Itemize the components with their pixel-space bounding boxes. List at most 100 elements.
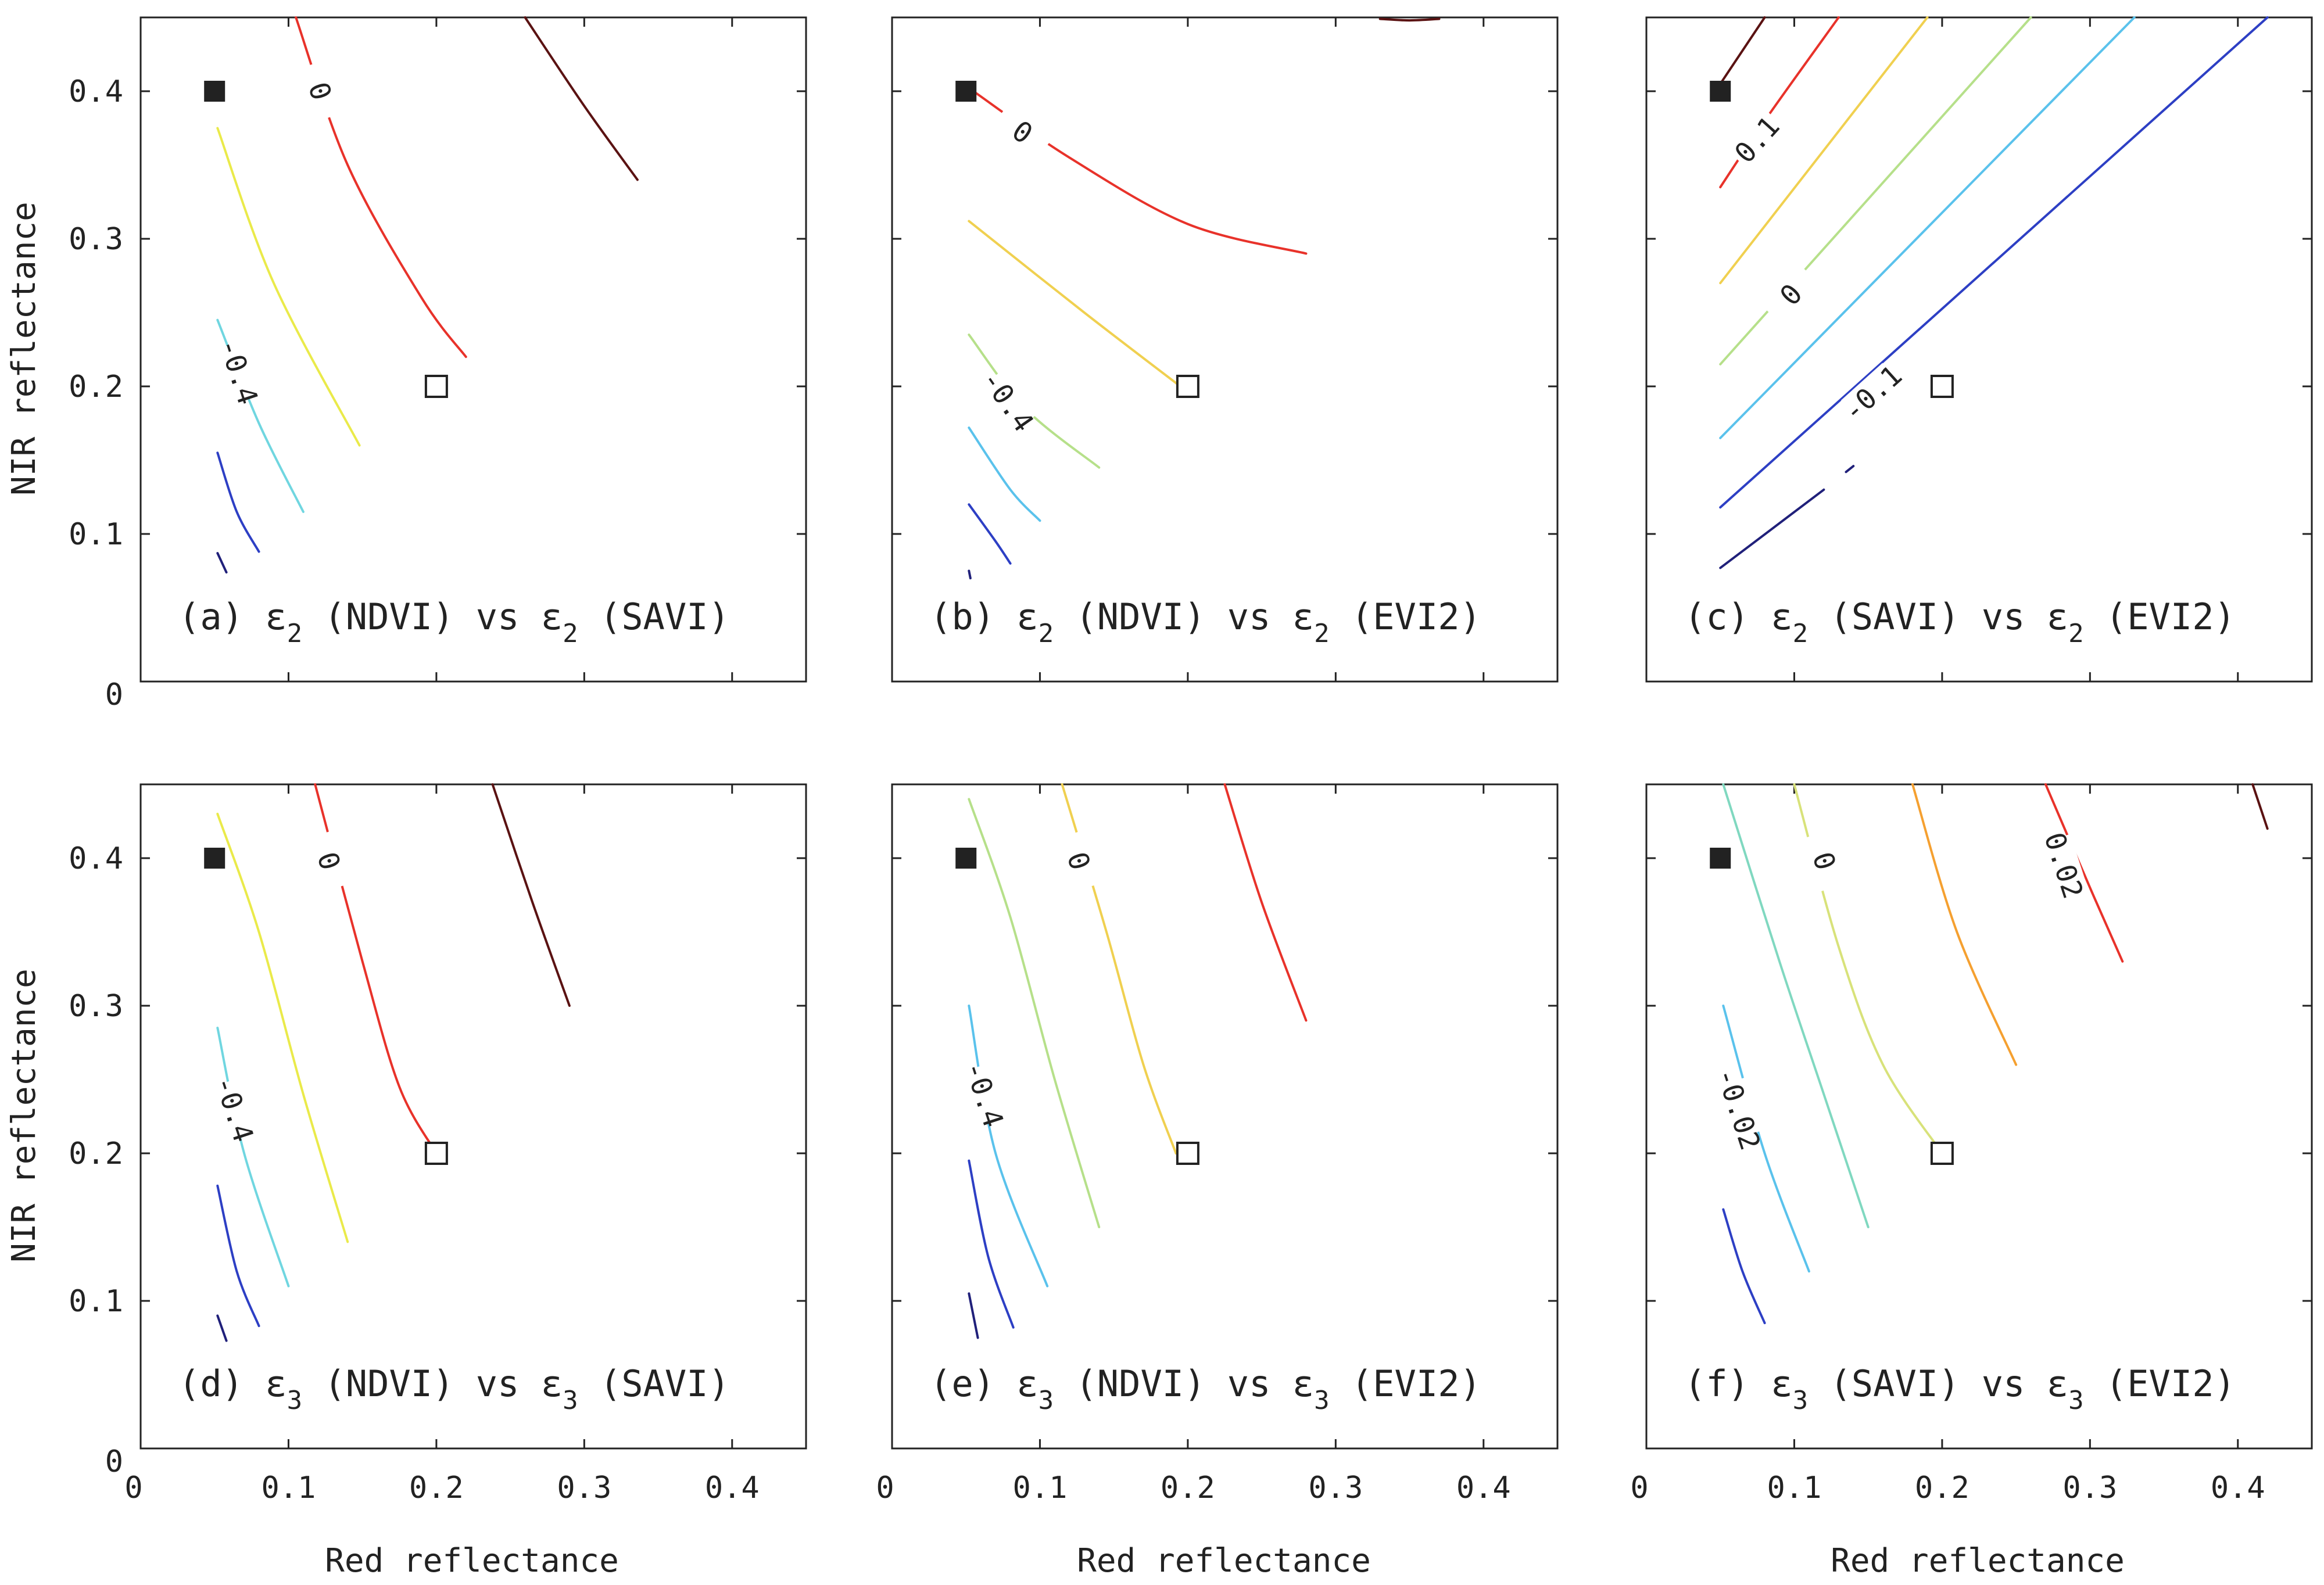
y-tick-label: 0 <box>105 677 123 712</box>
contour-line <box>1719 16 1766 85</box>
caption-sub1: 3 <box>287 1386 303 1415</box>
panel-frame <box>1645 783 2313 1450</box>
contour-line <box>216 1314 228 1342</box>
contour-label-bg <box>1840 363 1904 425</box>
contour-label-bg <box>1760 263 1822 327</box>
x-tick-label: 0 <box>1630 1471 1648 1505</box>
caption-eps1: ε <box>995 596 1039 638</box>
y-tick-label: 0.3 <box>69 989 123 1024</box>
contour-label-bg <box>1799 829 1848 893</box>
caption-sub2: 2 <box>563 619 578 648</box>
caption-suffix: (EVI2) <box>1330 596 1481 638</box>
contour-label-bg <box>209 1077 258 1141</box>
contour-line <box>1722 783 1870 1228</box>
filled-square-marker <box>1710 81 1731 102</box>
caption-sub1: 2 <box>1039 619 1054 648</box>
contour-label-bg <box>1726 108 1788 172</box>
x-axis-label-left: Red reflectance <box>325 1542 619 1580</box>
open-square-marker <box>1930 375 1954 398</box>
contour-line <box>216 1184 260 1328</box>
panel-caption: (c) ε2 (SAVI) vs ε2 (EVI2) <box>1684 596 2236 648</box>
x-tick-label: 0.2 <box>1161 1471 1215 1505</box>
contour-label: -0.4 <box>975 364 1040 438</box>
x-tick-label: 0.4 <box>1456 1471 1511 1505</box>
caption-mid: (NDVI) vs <box>1054 1362 1270 1405</box>
filled-square-marker <box>204 81 225 102</box>
x-tick-label: 0.1 <box>261 1471 316 1505</box>
contour-line <box>216 552 228 574</box>
y-axis-label-bottom: NIR reflectance <box>5 969 43 1263</box>
panel-f: 0 0.1 0.2 0.3 0.40.020-0.02(f) ε3 (SAVI) vs … <box>1630 783 2313 1505</box>
panel-caption: (e) ε3 (NDVI) vs ε3 (EVI2) <box>930 1362 1481 1415</box>
open-square-marker <box>424 375 448 398</box>
panel-e: 0 0.1 0.2 0.3 0.40-0.4(e) ε3 (NDVI) vs ε3 (E… <box>876 783 1559 1505</box>
filled-square-marker <box>955 848 977 869</box>
caption-eps2: ε <box>519 1362 563 1405</box>
caption-eps2: ε <box>2025 596 2068 638</box>
x-tick-label: 0.3 <box>1308 1471 1363 1505</box>
y-axis-label-top: NIR reflectance <box>5 202 43 496</box>
panel-c: 0.10-0.1(c) ε2 (SAVI) vs ε2 (EVI2) <box>1645 16 2313 683</box>
panel-caption: (d) ε3 (NDVI) vs ε3 (SAVI) <box>178 1362 730 1415</box>
open-square-marker <box>424 1142 448 1165</box>
open-square-marker <box>1930 1142 1954 1165</box>
open-square-marker <box>1176 1142 1199 1165</box>
contour-line <box>491 783 571 1007</box>
contour-line <box>968 503 1012 565</box>
x-tick-label: 0.3 <box>2062 1471 2117 1505</box>
contour-line <box>216 127 361 447</box>
contour-line <box>216 1027 290 1288</box>
caption-eps1: ε <box>243 1362 287 1405</box>
contour-line <box>1378 17 1441 22</box>
caption-sub2: 3 <box>1314 1386 1330 1415</box>
caption-prefix: (d) <box>178 1362 243 1405</box>
contour-line <box>968 426 1041 522</box>
caption-sub2: 3 <box>563 1386 578 1415</box>
x-tick-label: 0.2 <box>409 1471 464 1505</box>
contour-line <box>2251 783 2269 830</box>
caption-mid: (NDVI) vs <box>1054 596 1270 638</box>
contour-label-bg <box>1714 1077 1763 1141</box>
caption-prefix: (c) <box>1684 596 1749 638</box>
contour-line <box>968 569 972 580</box>
caption-suffix: (EVI2) <box>2084 596 2236 638</box>
contour-line <box>1845 465 1855 474</box>
contour-label-bg <box>990 103 1055 162</box>
caption-eps2: ε <box>519 596 563 638</box>
x-tick-label: 0.3 <box>557 1471 611 1505</box>
caption-sub1: 2 <box>287 619 303 648</box>
x-tick-label: 0.4 <box>2211 1471 2265 1505</box>
x-tick-label: 0.1 <box>1767 1471 1821 1505</box>
y-tick-label: 0.3 <box>69 222 123 257</box>
contour-line <box>216 318 305 513</box>
panel-frame <box>139 783 807 1450</box>
panel-frame <box>891 16 1559 683</box>
contour-label-bg <box>304 829 353 893</box>
contour-line <box>968 1005 1049 1288</box>
panels-group: 00.10.20.30.4 0-0.4(a) ε2 (NDVI) vs ε2 (S… <box>69 16 2313 1505</box>
caption-mid: (NDVI) vs <box>302 596 519 638</box>
panel-a: 00.10.20.30.4 0-0.4(a) ε2 (NDVI) vs ε2 (S… <box>69 16 807 712</box>
caption-mid: (NDVI) vs <box>302 1362 519 1405</box>
y-tick-label: 0 <box>105 1444 123 1479</box>
contour-line <box>1911 783 2018 1066</box>
contour-line <box>1719 16 2136 439</box>
caption-sub2: 3 <box>2068 1386 2084 1415</box>
caption-eps1: ε <box>1749 596 1793 638</box>
panel-frame <box>139 16 807 683</box>
caption-suffix: (SAVI) <box>578 596 730 638</box>
contour-line <box>1719 16 2032 365</box>
caption-prefix: (e) <box>930 1362 995 1405</box>
contour-line <box>216 451 260 553</box>
contour-label-bg <box>214 340 263 403</box>
caption-eps1: ε <box>1749 1362 1793 1405</box>
contour-line <box>1719 16 1840 189</box>
contour-line <box>1719 16 1929 285</box>
caption-prefix: (b) <box>930 596 995 638</box>
caption-eps1: ε <box>243 596 287 638</box>
caption-sub1: 3 <box>1039 1386 1054 1415</box>
caption-prefix: (a) <box>178 596 243 638</box>
contour-label-bg <box>959 1063 1008 1126</box>
x-tick-label: 0 <box>124 1471 142 1505</box>
